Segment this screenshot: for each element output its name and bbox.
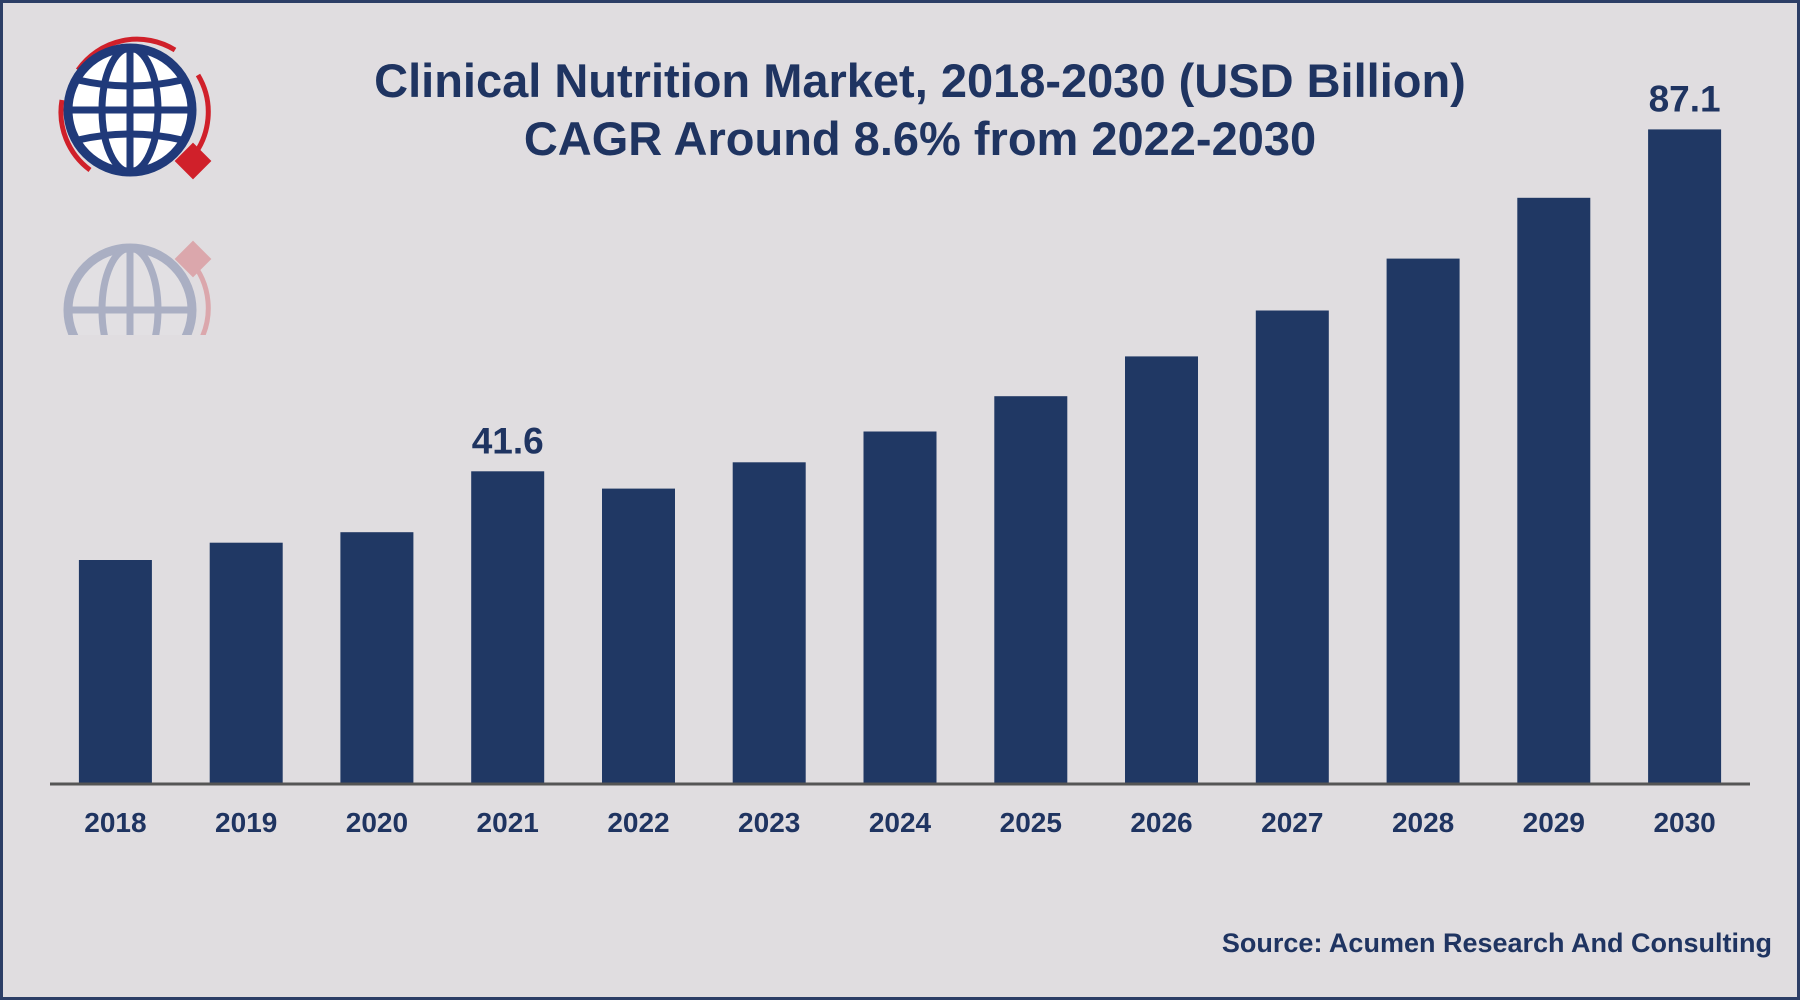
bar-2025 [994, 396, 1068, 784]
x-tick-label-2019: 2019 [215, 807, 277, 838]
data-label-2021: 41.6 [472, 420, 544, 461]
bar-2029 [1517, 197, 1591, 785]
chart-title-block: Clinical Nutrition Market, 2018-2030 (US… [0, 52, 1800, 168]
x-tick-label-2024: 2024 [869, 807, 932, 838]
chart-title: Clinical Nutrition Market, 2018-2030 (US… [374, 54, 1466, 107]
bar-2026 [1125, 356, 1198, 784]
bar-2019 [209, 542, 283, 784]
bar-2020 [340, 532, 414, 784]
x-tick-label-2027: 2027 [1261, 807, 1323, 838]
bar-2024 [863, 431, 937, 784]
x-tick-label-2021: 2021 [477, 807, 539, 838]
x-tick-label-2029: 2029 [1523, 807, 1585, 838]
bar-2027 [1255, 310, 1329, 784]
chart-subtitle: CAGR Around 8.6% from 2022-2030 [523, 112, 1317, 165]
x-tick-label-2023: 2023 [738, 807, 800, 838]
bar-2023 [732, 462, 806, 784]
x-tick-label-2022: 2022 [607, 807, 669, 838]
data-label-2030: 87.1 [1649, 78, 1721, 119]
bar-2021 [471, 471, 545, 784]
bar-2030 [1648, 129, 1722, 784]
x-tick-label-2025: 2025 [1000, 807, 1062, 838]
data-labels: 41.6 87.1 [472, 78, 1721, 461]
x-tick-label-2020: 2020 [346, 807, 408, 838]
source-note: Source: Acumen Research And Consulting [1221, 928, 1772, 958]
x-tick-label-2018: 2018 [84, 807, 146, 838]
bar-2018 [78, 560, 152, 784]
x-tick-label-2030: 2030 [1653, 807, 1715, 838]
bar-2022 [602, 488, 675, 784]
x-tick-label-2028: 2028 [1392, 807, 1454, 838]
bar-2028 [1386, 258, 1460, 785]
globe-icon [50, 30, 220, 200]
bar-group [78, 129, 1722, 785]
x-tick-label-2026: 2026 [1130, 807, 1192, 838]
x-tick-labels: 2018 2019 2020 2021 2022 2023 2024 2025 2026 2027… [84, 807, 1715, 838]
